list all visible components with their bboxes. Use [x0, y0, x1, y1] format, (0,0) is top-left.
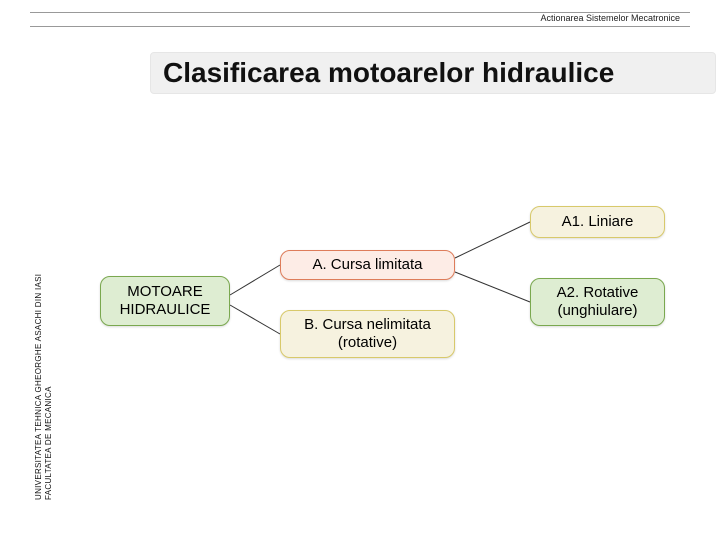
node-root: MOTOAREHIDRAULICE [100, 276, 230, 326]
header-rule-bottom [30, 26, 690, 27]
node-a: A. Cursa limitata [280, 250, 455, 280]
node-b: B. Cursa nelimitata(rotative) [280, 310, 455, 358]
edge-root-a [230, 265, 280, 295]
edge-root-b [230, 305, 280, 334]
page-title: Clasificarea motoarelor hidraulice [150, 52, 716, 94]
edge-a-a2 [455, 272, 530, 302]
header-course: Actionarea Sistemelor Mecatronice [540, 13, 680, 23]
node-a1: A1. Liniare [530, 206, 665, 238]
sidebar-faculty: FACULTATEA DE MECANICA [44, 386, 53, 500]
node-a2: A2. Rotative(unghiulare) [530, 278, 665, 326]
sidebar-university: UNIVERSITATEA TEHNICA GHEORGHE ASACHI DI… [34, 274, 43, 500]
edge-a-a1 [455, 222, 530, 258]
